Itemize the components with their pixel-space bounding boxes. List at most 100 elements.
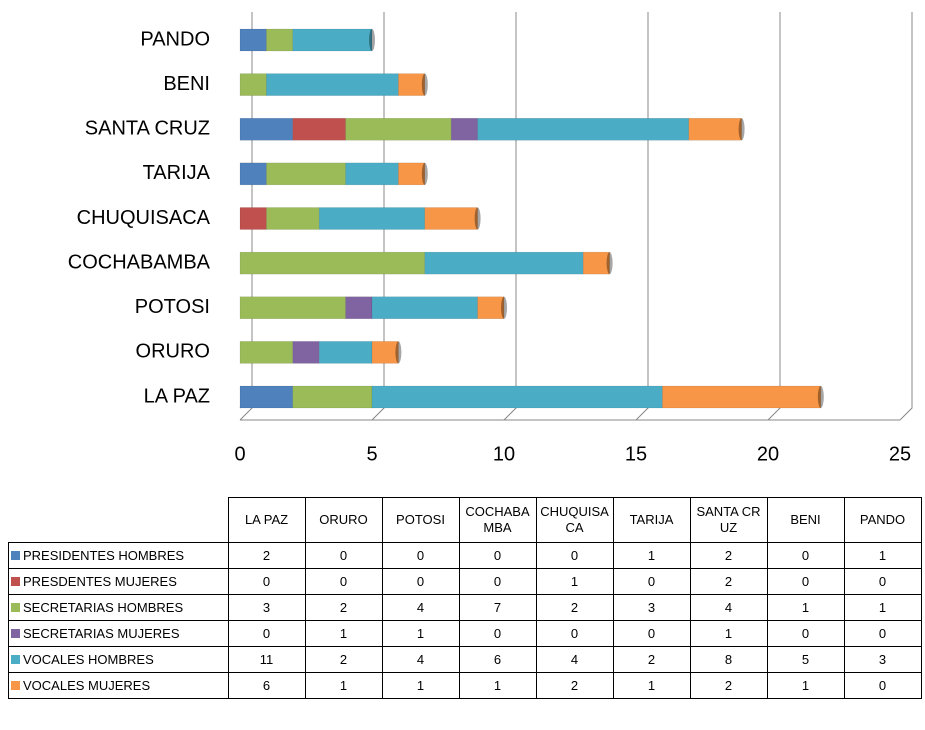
y-tick-label: BENI bbox=[163, 73, 210, 95]
cell: 0 bbox=[612, 568, 691, 595]
chart: 0 5 10 15 20 25 LA PAZ ORURO POTOSI COCHABAMBA CHU… bbox=[68, 12, 913, 465]
cell: 0 bbox=[766, 568, 845, 595]
cell: 0 bbox=[304, 542, 383, 569]
row-header: PRESDENTES MUJERES bbox=[8, 568, 229, 595]
cell: 2 bbox=[535, 672, 614, 699]
bar-segment bbox=[239, 385, 294, 409]
grid-line bbox=[503, 12, 517, 421]
bar-segment bbox=[582, 251, 610, 275]
x-tick-label: 20 bbox=[757, 443, 779, 465]
cell: 8 bbox=[689, 646, 768, 673]
bar-segment bbox=[345, 118, 452, 141]
bar-segment bbox=[450, 118, 478, 141]
cell: 0 bbox=[381, 542, 460, 569]
bar-segment bbox=[345, 162, 399, 186]
grid-line bbox=[767, 12, 781, 421]
bar-segment bbox=[318, 207, 426, 230]
grid-line bbox=[899, 12, 913, 421]
column-header: SANTA CRUZ bbox=[689, 497, 768, 543]
data-row: VOCALES HOMBRES 11 2 4 6 4 2 8 5 3 bbox=[8, 646, 922, 673]
legend-swatch bbox=[11, 629, 20, 638]
cell: 3 bbox=[843, 646, 922, 673]
column-header: PANDO bbox=[843, 497, 922, 543]
legend-swatch bbox=[11, 577, 20, 586]
bar-segment bbox=[292, 341, 320, 364]
header-row: LA PAZ ORURO POTOSI COCHABAMBA CHUQUISACA TAR… bbox=[8, 497, 922, 543]
cell: 4 bbox=[689, 594, 768, 621]
cell: 1 bbox=[689, 620, 768, 647]
y-tick-label: LA PAZ bbox=[144, 385, 210, 407]
cell: 0 bbox=[458, 568, 537, 595]
cell: 11 bbox=[227, 646, 306, 673]
bar-segment bbox=[239, 207, 267, 230]
data-row: PRESIDENTES HOMBRES 2 0 0 0 0 1 2 0 1 bbox=[8, 542, 922, 569]
cell: 0 bbox=[227, 568, 306, 595]
cell: 0 bbox=[535, 620, 614, 647]
bar-segment bbox=[371, 385, 663, 409]
cell: 6 bbox=[458, 646, 537, 673]
data-row: SECRETARIAS HOMBRES 3 2 4 7 2 3 4 1 1 bbox=[8, 594, 922, 621]
data-row: SECRETARIAS MUJERES 0 1 1 0 0 0 1 0 0 bbox=[8, 620, 922, 647]
x-tick-label: 0 bbox=[234, 443, 245, 465]
bar-end bbox=[501, 296, 507, 319]
bar-segment bbox=[371, 296, 478, 319]
cell: 1 bbox=[843, 542, 922, 569]
cell: 0 bbox=[766, 542, 845, 569]
column-header: TARIJA bbox=[612, 497, 691, 543]
cell: 0 bbox=[766, 620, 845, 647]
bar-segment bbox=[239, 162, 267, 186]
bar-segment bbox=[266, 28, 294, 52]
bar-segment bbox=[424, 251, 584, 275]
row-header: PRESIDENTES HOMBRES bbox=[8, 542, 229, 569]
cell: 2 bbox=[227, 542, 306, 569]
cell: 2 bbox=[689, 568, 768, 595]
bar-segment bbox=[292, 385, 373, 409]
cell: 0 bbox=[843, 672, 922, 699]
cell: 0 bbox=[227, 620, 306, 647]
cell: 1 bbox=[843, 594, 922, 621]
bar-segment bbox=[477, 118, 690, 141]
bar-segment bbox=[239, 28, 267, 52]
bar-segment bbox=[345, 296, 373, 319]
cell: 2 bbox=[612, 646, 691, 673]
bar-segment bbox=[398, 162, 426, 186]
column-header: CHUQUISACA bbox=[535, 497, 614, 543]
y-tick-label: ORURO bbox=[136, 341, 210, 363]
y-tick-label: POTOSI bbox=[135, 296, 210, 318]
legend-swatch bbox=[11, 681, 20, 690]
row-header: VOCALES HOMBRES bbox=[8, 646, 229, 673]
grid-line bbox=[635, 12, 649, 421]
y-tick-label: PANDO bbox=[140, 28, 210, 50]
bar-end bbox=[369, 29, 375, 51]
cell: 1 bbox=[535, 568, 614, 595]
cell: 2 bbox=[304, 646, 383, 673]
row-header: VOCALES MUJERES bbox=[8, 672, 229, 699]
y-tick-label: CHUQUISACA bbox=[77, 207, 211, 229]
cell: 0 bbox=[843, 568, 922, 595]
bar-end bbox=[395, 341, 402, 364]
corner bbox=[8, 497, 228, 543]
bar-end bbox=[421, 73, 428, 96]
cell: 2 bbox=[689, 542, 768, 569]
cell: 0 bbox=[535, 542, 614, 569]
cell: 0 bbox=[381, 568, 460, 595]
cell: 0 bbox=[843, 620, 922, 647]
data-row: VOCALES MUJERES 6 1 1 1 2 1 2 1 0 bbox=[8, 672, 922, 699]
cell: 6 bbox=[227, 672, 306, 699]
y-tick-label: SANTA CRUZ bbox=[85, 118, 210, 140]
cell: 2 bbox=[304, 594, 383, 621]
cell: 1 bbox=[381, 620, 460, 647]
cell: 1 bbox=[612, 672, 691, 699]
data-row: PRESDENTES MUJERES 0 0 0 0 1 0 2 0 0 bbox=[8, 568, 922, 595]
bar-end bbox=[474, 207, 481, 230]
cell: 0 bbox=[458, 620, 537, 647]
bar-end bbox=[606, 252, 613, 275]
bar-segment bbox=[688, 118, 742, 141]
y-tick-label: COCHABAMBA bbox=[68, 251, 211, 273]
legend-label: PRESDENTES MUJERES bbox=[23, 574, 177, 589]
legend-label: SECRETARIAS HOMBRES bbox=[23, 600, 184, 615]
bar-segment bbox=[266, 73, 399, 96]
cell: 1 bbox=[304, 672, 383, 699]
cell: 2 bbox=[535, 594, 614, 621]
